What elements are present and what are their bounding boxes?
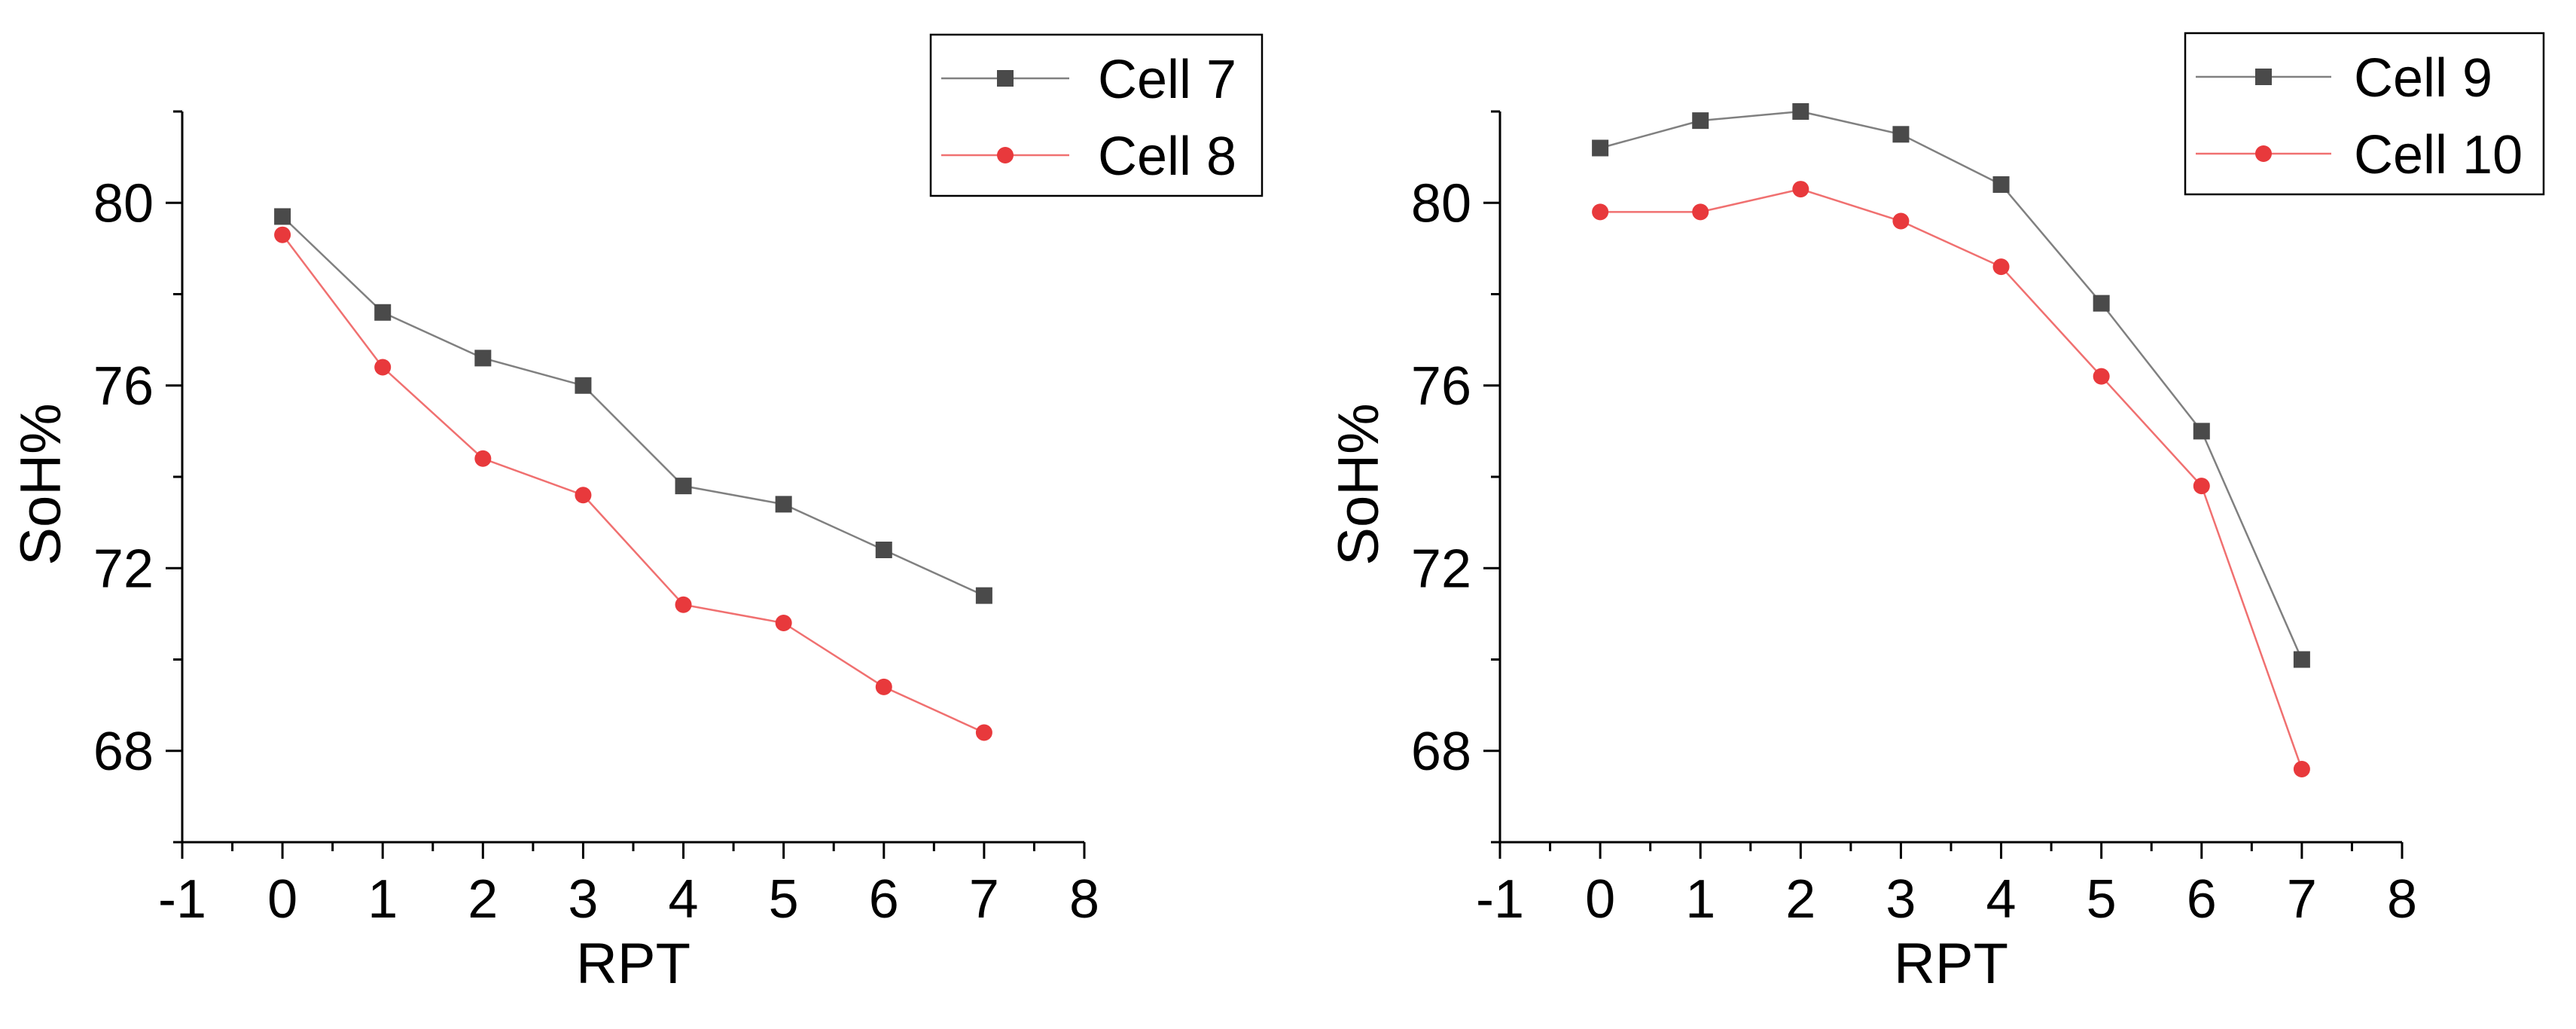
x-tick-label: -1 <box>158 869 206 930</box>
legend-label: Cell 7 <box>1098 50 1236 110</box>
y-tick-label: 68 <box>93 722 154 782</box>
series-line <box>1600 188 2303 770</box>
data-point-square <box>274 208 291 225</box>
x-tick-label: 7 <box>969 869 999 930</box>
x-tick-label: 3 <box>1886 869 1916 930</box>
series-line <box>1599 110 2303 661</box>
x-tick-label: 4 <box>669 869 699 930</box>
x-tick-label: 1 <box>367 869 398 930</box>
x-axis-title: RPT <box>576 932 690 996</box>
x-tick-label: 0 <box>267 869 297 930</box>
data-point-circle <box>675 596 692 613</box>
chart-panel-right: -1 0 1 2 3 4 5 6 7 8 68 72 76 80 RPT SoH% Cell 9 Cell 10 <box>1327 32 2545 996</box>
x-tick-label: 2 <box>468 869 498 930</box>
data-point-square <box>975 587 992 604</box>
data-point-circle <box>274 226 291 243</box>
y-tick-label: 68 <box>1411 722 1471 782</box>
data-point-square <box>374 304 392 321</box>
x-tick-label: 5 <box>769 869 799 930</box>
legend-box <box>929 33 1264 197</box>
legend-marker-square <box>2255 69 2272 85</box>
x-tick-label: 1 <box>1685 869 1715 930</box>
data-point-circle <box>1992 258 2010 276</box>
series-cell-10 <box>1592 181 2310 777</box>
legend-label: Cell 8 <box>1098 127 1236 187</box>
data-point-square <box>1692 112 1709 130</box>
data-point-circle <box>1892 212 1910 230</box>
data-point-square <box>575 377 592 394</box>
x-tick-label: 6 <box>869 869 899 930</box>
data-point-square <box>1892 126 1910 143</box>
x-tick-label: 8 <box>1069 869 1099 930</box>
data-point-circle <box>875 678 892 695</box>
data-point-square <box>474 350 492 367</box>
legend-box <box>2184 32 2545 196</box>
y-tick-label: 72 <box>93 539 154 599</box>
y-tick-label: 80 <box>93 173 154 234</box>
legend-label: Cell 9 <box>2354 48 2492 108</box>
y-tick-label: 76 <box>1411 356 1471 417</box>
data-point-circle <box>2293 761 2310 777</box>
series-cell-9 <box>1592 103 2310 668</box>
x-tick-label: 4 <box>1986 869 2017 930</box>
data-point-circle <box>775 615 792 631</box>
x-axis-title: RPT <box>1894 932 2008 996</box>
data-point-square <box>1992 176 2010 193</box>
data-point-circle <box>374 359 392 376</box>
legend: Cell 9 Cell 10 <box>2184 32 2545 196</box>
x-tick-label: 2 <box>1785 869 1815 930</box>
data-point-square <box>2193 423 2210 440</box>
x-tick-label: 7 <box>2287 869 2317 930</box>
y-tick-label: 80 <box>1411 173 1471 234</box>
series-cell-8 <box>274 226 992 741</box>
data-point-square <box>2093 295 2110 312</box>
y-tick-label: 72 <box>1411 539 1471 599</box>
data-point-circle <box>474 450 492 467</box>
data-point-circle <box>1592 203 1609 221</box>
x-tick-label: 6 <box>2187 869 2217 930</box>
legend-label: Cell 10 <box>2354 125 2523 185</box>
data-point-square <box>1592 139 1609 157</box>
data-point-square <box>675 478 692 495</box>
x-tick-label: 0 <box>1585 869 1615 930</box>
data-point-square <box>2293 651 2310 668</box>
x-tick-label: 3 <box>568 869 598 930</box>
series-cell-7 <box>274 208 992 604</box>
legend-marker-circle <box>997 147 1014 163</box>
x-tick-label: 8 <box>2387 869 2417 930</box>
data-point-circle <box>1792 181 1809 198</box>
data-point-circle <box>1692 203 1709 221</box>
data-point-square <box>875 542 892 558</box>
y-axis-title: SoH% <box>9 403 73 565</box>
data-point-circle <box>2193 478 2210 495</box>
data-point-square <box>775 496 792 513</box>
x-tick-label: 5 <box>2087 869 2117 930</box>
chart-panel-left: -1 0 1 2 3 4 5 6 7 8 68 72 76 80 RPT SoH% Cell 7 Cell 8 <box>9 33 1264 996</box>
data-point-square <box>1792 103 1809 120</box>
x-tick-label: -1 <box>1476 869 1524 930</box>
series-line <box>282 215 985 597</box>
legend: Cell 7 Cell 8 <box>929 33 1264 197</box>
legend-marker-square <box>997 70 1014 87</box>
y-axis-title: SoH% <box>1327 403 1391 565</box>
legend-marker-circle <box>2255 145 2272 162</box>
data-point-circle <box>2093 368 2110 385</box>
y-tick-label: 76 <box>93 356 154 417</box>
data-point-circle <box>575 487 592 504</box>
data-point-circle <box>975 724 992 741</box>
series-line <box>282 234 985 734</box>
